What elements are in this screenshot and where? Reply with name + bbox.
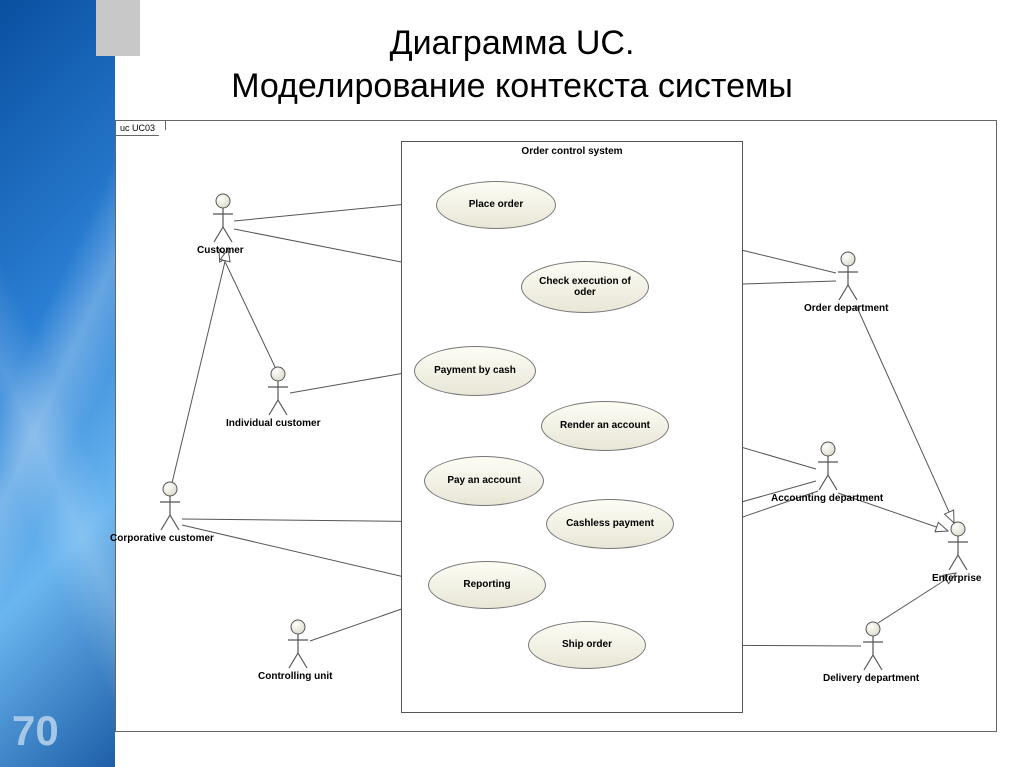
usecase-report: Reporting bbox=[428, 561, 546, 609]
actor-individual bbox=[266, 366, 290, 416]
usecase-check: Check execution of oder bbox=[521, 261, 649, 313]
diagram-frame: uc UC03 Order control system Place order C… bbox=[115, 120, 997, 732]
edge-individual-paycash bbox=[290, 371, 416, 393]
slide-background-decoration bbox=[0, 0, 115, 767]
actor-label-corporate: Corporative customer bbox=[110, 533, 214, 544]
system-title: Order control system bbox=[402, 146, 742, 157]
edge-corporate-customer bbox=[172, 249, 228, 483]
actor-orderdep bbox=[836, 251, 860, 301]
actor-enterprise bbox=[946, 521, 970, 571]
actor-label-enterprise: Enterprise bbox=[932, 573, 981, 584]
slide-title: Диаграмма UC. Моделирование контекста си… bbox=[0, 22, 1024, 107]
usecase-payacc: Pay an account bbox=[424, 456, 544, 506]
edge-individual-customer bbox=[219, 249, 276, 369]
usecase-render: Render an account bbox=[541, 401, 669, 451]
actor-customer bbox=[211, 193, 235, 243]
page-number: 70 bbox=[12, 707, 59, 755]
usecase-place: Place order bbox=[436, 181, 556, 229]
diagram-tag: uc UC03 bbox=[115, 120, 166, 136]
actor-label-accdep: Accounting department bbox=[771, 493, 883, 504]
actor-corporate bbox=[158, 481, 182, 531]
title-line-1: Диаграмма UC. bbox=[390, 24, 635, 62]
title-line-2: Моделирование контекста системы bbox=[231, 67, 793, 105]
actor-label-individual: Individual customer bbox=[226, 418, 320, 429]
actor-label-orderdep: Order department bbox=[804, 303, 888, 314]
usecase-ship: Ship order bbox=[528, 621, 646, 669]
usecase-cashless: Cashless payment bbox=[546, 499, 674, 549]
actor-label-control: Controlling unit bbox=[258, 671, 332, 682]
edge-orderdep-enterprise bbox=[856, 305, 954, 523]
actor-control bbox=[286, 619, 310, 669]
usecase-paycash: Payment by cash bbox=[414, 346, 536, 396]
edge-corporate-report bbox=[182, 525, 430, 583]
actor-label-delivery: Delivery department bbox=[823, 673, 919, 684]
actor-accdep bbox=[816, 441, 840, 491]
actor-delivery bbox=[861, 621, 885, 671]
actor-label-customer: Customer bbox=[197, 245, 244, 256]
